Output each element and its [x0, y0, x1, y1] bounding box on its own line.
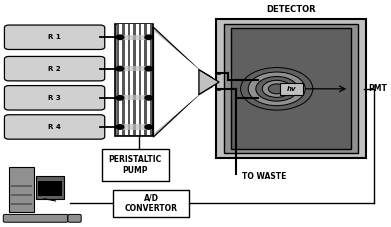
Bar	[280, 83, 303, 95]
Bar	[117, 124, 152, 130]
Circle shape	[116, 35, 124, 39]
Text: R 1: R 1	[48, 34, 61, 40]
Circle shape	[268, 84, 285, 94]
Text: PMT: PMT	[368, 84, 387, 93]
Text: hv: hv	[286, 86, 296, 92]
Bar	[113, 190, 190, 217]
Polygon shape	[153, 27, 212, 137]
Circle shape	[116, 96, 124, 100]
FancyBboxPatch shape	[3, 214, 68, 222]
Polygon shape	[199, 70, 219, 94]
Text: TO WASTE: TO WASTE	[242, 172, 286, 181]
Text: A/D
CONVERTOR: A/D CONVERTOR	[125, 193, 178, 213]
FancyBboxPatch shape	[4, 115, 105, 139]
Bar	[38, 181, 62, 196]
Bar	[115, 24, 153, 136]
Bar	[9, 167, 34, 212]
FancyBboxPatch shape	[4, 57, 105, 81]
Circle shape	[145, 67, 152, 71]
Bar	[102, 149, 169, 181]
Bar	[138, 25, 141, 135]
Text: PERISTALTIC
PUMP: PERISTALTIC PUMP	[109, 155, 162, 175]
Text: R 4: R 4	[48, 124, 61, 130]
Text: DETECTOR: DETECTOR	[266, 5, 316, 14]
Circle shape	[240, 68, 313, 110]
Circle shape	[256, 76, 298, 101]
Bar	[216, 19, 366, 158]
Bar	[117, 25, 119, 135]
Bar	[11, 194, 32, 196]
Bar	[224, 24, 358, 153]
Circle shape	[145, 125, 152, 129]
Text: R 2: R 2	[48, 66, 61, 72]
Text: R 3: R 3	[48, 95, 61, 101]
Bar	[11, 203, 32, 205]
Bar	[117, 25, 152, 135]
Circle shape	[116, 125, 124, 129]
Bar	[117, 66, 152, 71]
Bar	[11, 185, 32, 188]
FancyBboxPatch shape	[68, 214, 81, 222]
Bar	[117, 95, 152, 101]
Circle shape	[116, 67, 124, 71]
Circle shape	[145, 96, 152, 100]
Circle shape	[262, 80, 291, 97]
Polygon shape	[154, 32, 198, 133]
FancyBboxPatch shape	[4, 25, 105, 49]
Bar	[144, 25, 147, 135]
Bar	[231, 28, 351, 149]
Bar	[127, 25, 130, 135]
Circle shape	[145, 35, 152, 39]
Bar	[133, 25, 136, 135]
Circle shape	[248, 72, 305, 106]
Bar	[122, 25, 125, 135]
Bar	[150, 25, 152, 135]
Bar	[117, 35, 152, 40]
FancyBboxPatch shape	[4, 86, 105, 110]
Bar	[36, 176, 64, 199]
